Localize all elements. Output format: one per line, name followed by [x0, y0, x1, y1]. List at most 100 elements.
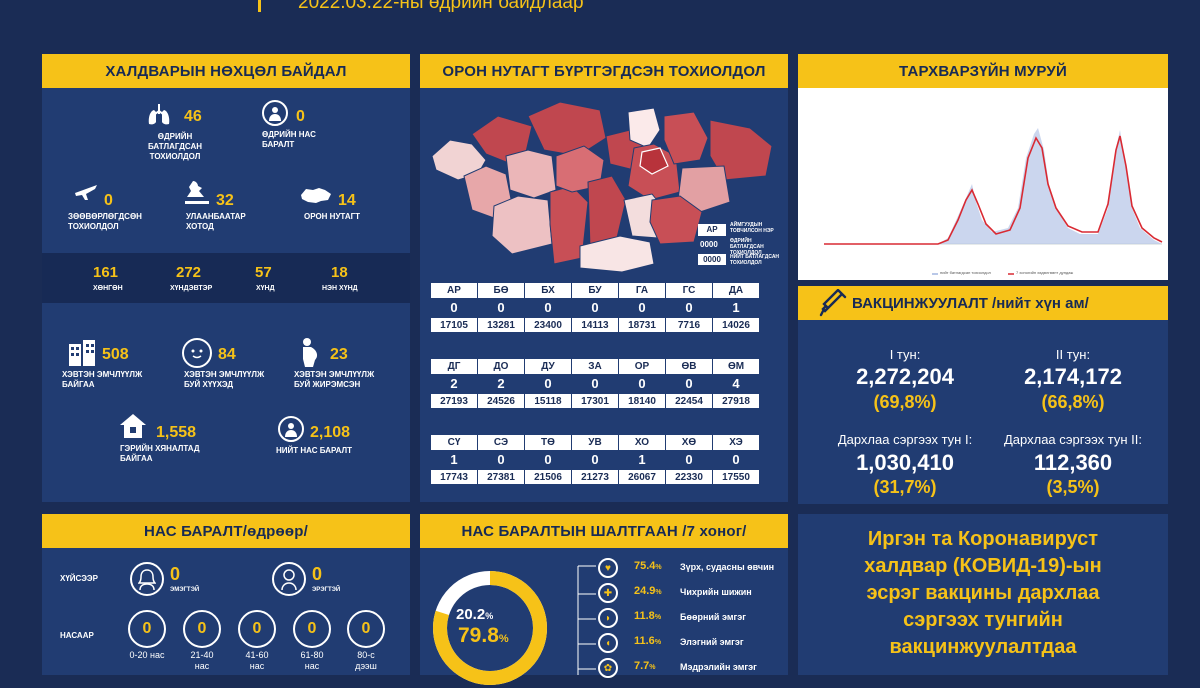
mongolia-map-icon — [300, 186, 332, 204]
region-total-value: 27918 — [713, 394, 759, 408]
region-dornod — [709, 119, 773, 181]
age-group-label: 41-60 нас — [245, 650, 269, 671]
daily-deaths-label: ӨДРИЙН НАС БАРАЛТ — [262, 130, 316, 149]
region-code: ГС — [666, 283, 712, 298]
causes-title: НАС БАРАЛТЫН ШАЛТГААН /7 хоног/ — [420, 514, 788, 548]
region-code: ДО — [478, 359, 524, 374]
region-total-value: 26067 — [619, 470, 665, 484]
region-daily-value: 0 — [638, 299, 646, 315]
pregnant-icon — [296, 336, 322, 368]
dose2-label: II тун: — [1055, 347, 1091, 362]
region-daily-value: 1 — [732, 299, 740, 315]
region-total-value: 21506 — [525, 470, 571, 484]
cause-percent: 11.6% — [634, 635, 662, 647]
region-daily-value: 0 — [638, 375, 646, 391]
region-code: ХО — [619, 435, 665, 450]
home-value: 1,558 — [156, 424, 197, 441]
kidney-icon: ◗ — [598, 608, 618, 628]
city-statue-icon — [182, 178, 212, 206]
region-total-value: 15118 — [525, 394, 571, 408]
map-legend: АР АЙМГУУДЫН ТОВЧИЛСОН НЭР 0000 ӨДРИЙН БА… — [698, 222, 786, 268]
severity-moderate-label: ХҮНДЭВТЭР — [170, 285, 213, 292]
region-total-value: 24526 — [478, 394, 524, 408]
legend-daily-text: ӨДРИЙН БАТЛАГДСАН ТОХИОЛДОЛ — [730, 238, 764, 256]
severity-strip — [42, 253, 410, 303]
lungs-icon — [144, 100, 174, 130]
booster2-label: Дархлаа сэргээх тун II: — [1004, 432, 1142, 447]
male-icon — [272, 562, 306, 596]
region-code: БӨ — [478, 283, 524, 298]
region-dornogovi — [649, 195, 703, 245]
region-sukhbaatar — [677, 165, 731, 213]
by-gender-label: ХҮЙСЭЭР — [60, 574, 98, 583]
severity-moderate-value: 272 — [176, 264, 202, 281]
ulaanbaatar-value: 32 — [216, 192, 234, 209]
booster1-percent: (31,7%) — [873, 477, 937, 497]
diabetes-icon: ✚ — [598, 583, 618, 603]
appeal-panel — [798, 514, 1168, 675]
dose2-percent: (66,8%) — [1041, 392, 1105, 412]
region-code: БХ — [525, 283, 571, 298]
region-code: ХЭ — [713, 435, 759, 450]
region-selenge — [627, 107, 661, 149]
mongolia-map — [431, 101, 773, 272]
syringe-icon — [818, 288, 848, 318]
age-group-value: 0 — [183, 610, 221, 648]
region-zavkhan — [505, 149, 557, 199]
age-group-label: 21-40 нас — [190, 650, 214, 671]
region-code: ХӨ — [666, 435, 712, 450]
rural-value: 14 — [338, 192, 356, 209]
cause-label: Чихрийн шижин — [680, 587, 752, 597]
region-daily-value: 0 — [497, 299, 505, 315]
legend-daily-num: 0000 — [700, 240, 718, 249]
person-cross-icon — [278, 416, 304, 442]
heart-icon: ♥ — [598, 558, 618, 578]
region-total-value: 14113 — [572, 318, 618, 332]
report-date: 2022.03.22-ны өдрийн байдлаар — [298, 0, 584, 13]
cause-label: Элэгний эмгэг — [680, 637, 744, 647]
male-label: ЭРЭГТЭЙ — [312, 587, 341, 593]
curve-legend-average: 7 хоногийн хөдөлгөөнт дундаж — [1016, 270, 1074, 275]
region-daily-value: 0 — [497, 451, 505, 467]
severity-mild-value: 161 — [93, 264, 119, 281]
appeal-text: Иргэн та Коронавируст халдвар (КОВИД-19)-… — [864, 528, 1102, 658]
imported-label: ЗӨӨВӨРЛӨГДСӨН ТОХИОЛДОЛ — [68, 212, 142, 231]
region-uvurkhangai — [587, 175, 627, 249]
region-total-value: 23400 — [525, 318, 571, 332]
region-daily-value: 1 — [638, 451, 646, 467]
region-code: СҮ — [431, 435, 477, 450]
region-code: ДУ — [525, 359, 571, 374]
region-daily-value: 2 — [450, 375, 458, 391]
region-total-value: 13281 — [478, 318, 524, 332]
cause-percent: 75.4% — [634, 560, 662, 572]
region-total-value: 18731 — [619, 318, 665, 332]
rural-label: ОРОН НУТАГТ — [304, 212, 361, 221]
region-code: АР — [431, 283, 477, 298]
hospitalized-label: ХЭВТЭН ЭМЧЛҮҮЛЖ БАЙГАА — [62, 370, 143, 389]
female-value: 0 — [170, 564, 181, 584]
cause-label: Бөөрний эмгэг — [680, 612, 746, 622]
regions-title: ОРОН НУТАГТ БҮРТГЭГДСЭН ТОХИОЛДОЛ — [420, 54, 788, 88]
dose1-percent: (69,8%) — [873, 392, 937, 412]
region-code: ДА — [713, 283, 759, 298]
dose1-value: 2,272,204 — [856, 364, 954, 389]
daily-deaths-title: НАС БАРАЛТ/өдрөөр/ — [42, 514, 410, 548]
situation-title: ХАЛДВАРЫН НӨХЦӨЛ БАЙДАЛ — [42, 54, 410, 88]
age-group-label: 61-80 нас — [300, 650, 324, 671]
total-deaths-value: 2,108 — [310, 424, 351, 441]
region-total-value: 22330 — [666, 470, 712, 484]
region-total-value: 14026 — [713, 318, 759, 332]
epi-curve-chart — [824, 128, 1163, 275]
daily-cases-area — [824, 128, 1162, 244]
hospital-icon — [66, 338, 98, 366]
daily-confirmed-value: 46 — [184, 108, 202, 125]
age-group-value: 0 — [128, 610, 166, 648]
person-cross-icon — [262, 100, 288, 126]
region-code: ТӨ — [525, 435, 571, 450]
age-group-label: 80-с дээш — [355, 650, 377, 671]
region-daily-value: 0 — [685, 375, 693, 391]
region-total-value: 17301 — [572, 394, 618, 408]
vaccination-header-bar — [798, 286, 1168, 320]
region-total-value: 7716 — [666, 318, 712, 332]
legend-code-text: АЙМГУУДЫН ТОВЧИЛСОН НЭР — [730, 222, 774, 234]
